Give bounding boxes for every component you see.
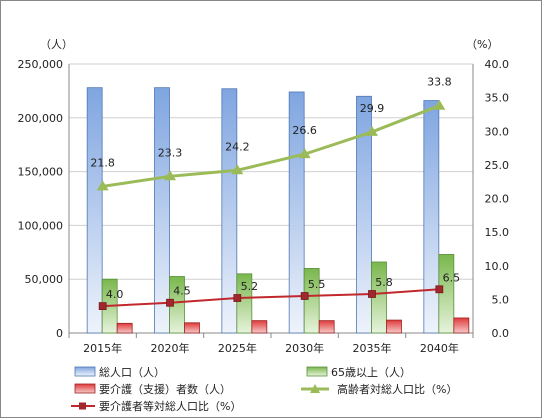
legend-marker [79,402,86,410]
legend-label: 要介護（支援）者数（人） [99,382,231,396]
left-tick-label: 200,000 [18,112,64,125]
elderly-ratio-marker [366,125,378,136]
bar-elderly-population [438,254,455,334]
right-tick-label: 5.0 [492,293,510,306]
care-ratio-data-label: 5.2 [241,280,259,293]
bar-care-recipients [184,322,200,334]
bar-total-population [221,88,238,334]
care-ratio-data-label: 4.0 [106,288,124,301]
left-axis-unit: （人） [40,38,73,51]
elderly-ratio-marker [96,180,109,191]
grid-lines [69,63,473,334]
elderly-ratio-data-label: 24.2 [225,140,250,153]
elderly-ratio-data-label: 23.3 [158,146,183,159]
elderly-ratio-marker [164,170,176,181]
elderly-ratio-data-label: 33.8 [427,76,452,89]
bar-series [86,87,470,334]
line-series: 21.8 23.3 24.2 26.6 29.9 33.8 4.0 4.5 5.2 5.5 5.8 6… [90,76,461,311]
left-tick-label: 100,000 [18,219,64,232]
bar-elderly-population [236,273,253,334]
right-tick-label: 10.0 [485,260,510,273]
legend: 総人口（人） 65歳以上（人） 要介護（支援）者数（人） 高齢者対総人口比（%） 要介護… [71,365,457,413]
care-ratio-marker [166,298,174,307]
right-axis-unit: （%） [466,38,498,51]
care-ratio-line [102,288,440,308]
left-tick-label: 50,000 [25,273,64,286]
bar-total-population [86,87,103,334]
right-tick-label: 25.0 [485,159,510,172]
bar-total-population [356,95,372,334]
right-tick-label: 35.0 [485,92,510,105]
care-ratio-data-label: 4.5 [173,285,191,298]
care-ratio-marker [368,290,376,298]
elderly-ratio-data-label: 29.9 [360,102,385,115]
bar-care-recipients [386,319,402,334]
legend-swatch [74,366,96,377]
care-ratio-data-label: 5.5 [308,278,326,291]
elderly-ratio-line [102,104,440,188]
care-ratio-marker [233,294,242,302]
bar-total-population [288,91,305,334]
right-tick-label: 40.0 [485,58,510,71]
right-tick-label: 0.0 [492,327,510,340]
x-tick-label: 2020年 [151,341,190,355]
bar-care-recipients [251,320,268,334]
care-ratio-marker [98,302,107,311]
elderly-ratio-marker [298,148,311,159]
left-tick-label: 250,000 [18,58,64,71]
right-tick-label: 20.0 [485,193,510,206]
bar-care-recipients [116,322,133,334]
care-ratio-data-label: 5.8 [375,276,393,289]
right-tick-label: 30.0 [485,125,510,138]
legend-label: 65歳以上（人） [331,366,411,379]
elderly-ratio-marker [231,164,244,175]
elderly-ratio-data-label: 26.6 [292,124,317,137]
x-tick-label: 2035年 [353,341,392,355]
left-tick-label: 0 [56,327,63,340]
axes: （人） （%） 0 50,000 100,000 150,000 200,000 250,… [18,38,510,355]
legend-swatch [74,383,96,394]
care-ratio-data-label: 6.5 [443,271,461,284]
x-tick-label: 2015年 [83,341,122,355]
x-tick-label: 2030年 [285,341,324,355]
elderly-ratio-marker [433,99,446,110]
care-ratio-marker [300,292,309,300]
legend-swatch [306,366,328,377]
left-tick-label: 150,000 [18,166,64,179]
x-tick-label: 2040年 [420,341,459,355]
bar-care-recipients [453,317,470,334]
legend-label: 要介護者等対総人口比（%） [99,399,241,413]
right-tick-label: 15.0 [485,226,510,239]
x-tick-label: 2025年 [218,341,257,355]
legend-marker [310,384,320,393]
legend-label: 総人口（人） [99,365,165,379]
bar-total-population [154,87,170,334]
bar-elderly-population [303,268,320,334]
legend-label: 高齢者対総人口比（%） [337,382,457,396]
bar-total-population [423,100,440,334]
elderly-ratio-data-label: 21.8 [90,156,115,169]
care-ratio-marker [435,285,444,294]
bar-care-recipients [318,320,335,334]
